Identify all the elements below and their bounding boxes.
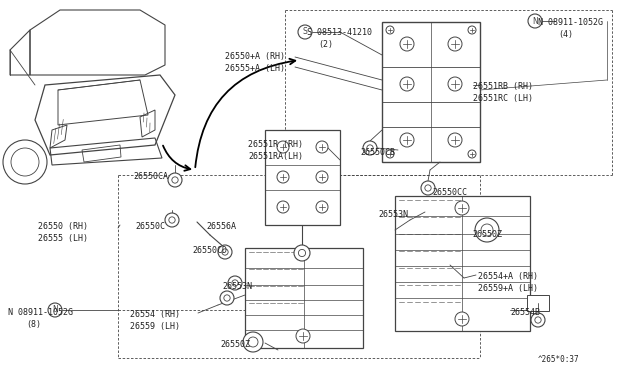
Circle shape (316, 141, 328, 153)
Text: 26551R (RH): 26551R (RH) (248, 140, 303, 149)
Circle shape (294, 245, 310, 261)
Circle shape (218, 245, 232, 259)
Circle shape (298, 25, 312, 39)
Text: 26550CA: 26550CA (133, 172, 168, 181)
Circle shape (531, 313, 545, 327)
Circle shape (448, 77, 462, 91)
Circle shape (316, 171, 328, 183)
Text: 26550+A (RH): 26550+A (RH) (225, 52, 285, 61)
Circle shape (222, 249, 228, 255)
Circle shape (224, 295, 230, 301)
Circle shape (3, 140, 47, 184)
Text: 26550CB: 26550CB (360, 148, 395, 157)
Circle shape (468, 150, 476, 158)
Circle shape (298, 249, 306, 257)
Text: 26550Z: 26550Z (472, 230, 502, 239)
Bar (527, 295, 549, 311)
Circle shape (220, 291, 234, 305)
Circle shape (296, 329, 310, 343)
Circle shape (448, 37, 462, 51)
Circle shape (425, 185, 431, 191)
Text: 26554+A (RH): 26554+A (RH) (478, 272, 538, 281)
Text: 26555 (LH): 26555 (LH) (38, 234, 88, 243)
Text: (2): (2) (318, 40, 333, 49)
Text: 26551RB (RH): 26551RB (RH) (473, 82, 533, 91)
Circle shape (528, 14, 542, 28)
Text: 26551RA(LH): 26551RA(LH) (248, 152, 303, 161)
Circle shape (248, 337, 258, 347)
Circle shape (232, 280, 238, 286)
Text: 26551RC (LH): 26551RC (LH) (473, 94, 533, 103)
Text: 26559+A (LH): 26559+A (LH) (478, 284, 538, 293)
Text: 26554B: 26554B (510, 308, 540, 317)
Circle shape (481, 224, 493, 236)
Text: ^265*0:37: ^265*0:37 (538, 355, 580, 364)
Circle shape (48, 303, 62, 317)
Circle shape (367, 145, 373, 151)
Circle shape (277, 171, 289, 183)
Circle shape (535, 317, 541, 323)
Bar (395, 196, 530, 331)
Circle shape (165, 213, 179, 227)
Text: (8): (8) (26, 320, 41, 329)
Text: 26550Z: 26550Z (220, 340, 250, 349)
Circle shape (172, 177, 178, 183)
Circle shape (455, 312, 469, 326)
Text: 26553N: 26553N (222, 282, 252, 291)
Text: S: S (303, 28, 307, 36)
Text: 26550CD: 26550CD (192, 246, 227, 255)
Circle shape (386, 150, 394, 158)
Text: 26556A: 26556A (206, 222, 236, 231)
Text: N: N (532, 16, 538, 26)
Text: 26559 (LH): 26559 (LH) (130, 322, 180, 331)
Circle shape (468, 26, 476, 34)
Circle shape (169, 217, 175, 223)
Text: N 08911-1052G: N 08911-1052G (538, 18, 603, 27)
Circle shape (363, 141, 377, 155)
Circle shape (448, 133, 462, 147)
Circle shape (400, 37, 414, 51)
Circle shape (386, 26, 394, 34)
Text: 26553N: 26553N (378, 210, 408, 219)
Text: 26550 (RH): 26550 (RH) (38, 222, 88, 231)
Circle shape (400, 77, 414, 91)
Circle shape (475, 218, 499, 242)
Bar (265, 130, 340, 225)
Bar (245, 248, 363, 348)
Text: 26555+A (LH): 26555+A (LH) (225, 64, 285, 73)
Bar (382, 22, 480, 162)
Circle shape (421, 181, 435, 195)
Text: S 08513-41210: S 08513-41210 (307, 28, 372, 37)
Circle shape (400, 133, 414, 147)
Text: N: N (52, 305, 58, 314)
Circle shape (316, 201, 328, 213)
Circle shape (455, 201, 469, 215)
Text: 26550C: 26550C (135, 222, 165, 231)
Circle shape (277, 141, 289, 153)
Circle shape (243, 332, 263, 352)
Circle shape (277, 201, 289, 213)
Circle shape (11, 148, 39, 176)
Circle shape (168, 173, 182, 187)
Text: N 08911-1052G: N 08911-1052G (8, 308, 73, 317)
Text: (4): (4) (558, 30, 573, 39)
Circle shape (228, 276, 242, 290)
Text: 26554 (RH): 26554 (RH) (130, 310, 180, 319)
Text: 26550CC: 26550CC (432, 188, 467, 197)
